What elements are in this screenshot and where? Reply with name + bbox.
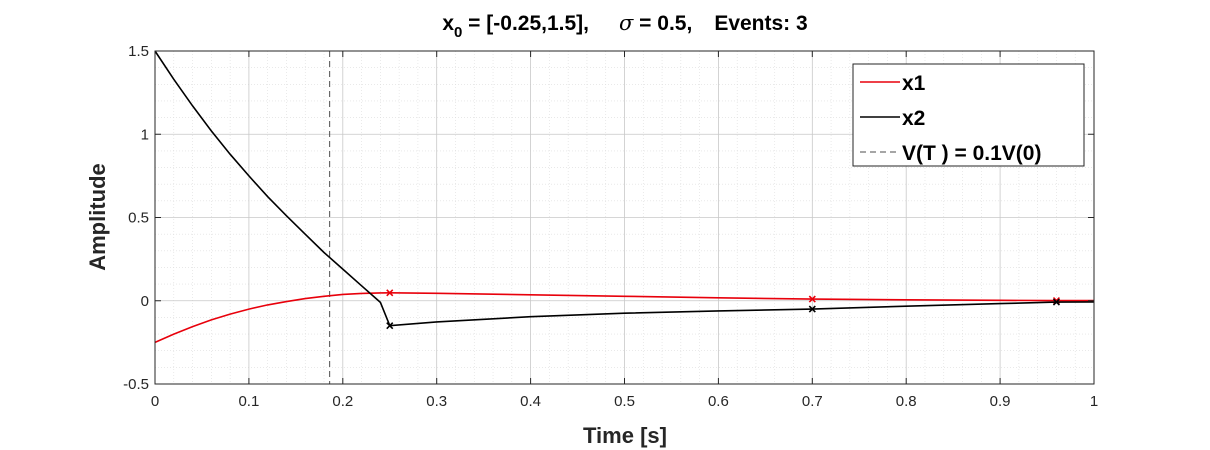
x-axis-label: Time [s] xyxy=(583,423,667,448)
marker-stroke xyxy=(386,289,394,297)
event-marker-x2 xyxy=(386,322,394,330)
marker-stroke xyxy=(808,305,816,313)
axis-ticks xyxy=(154,50,1095,385)
marker-stroke xyxy=(386,322,394,330)
x-tick-label: 0.4 xyxy=(520,393,541,410)
series-layer xyxy=(154,50,1095,384)
x-tick-label: 0.1 xyxy=(238,393,259,410)
chart-title: x0 = [-0.25,1.5], σ = 0.5, Events: 3 xyxy=(442,11,807,41)
event-marker-x1 xyxy=(808,295,816,303)
event-marker-x2 xyxy=(808,305,816,313)
title-sigma-symbol: σ xyxy=(619,11,634,35)
legend-label-x2: x2 xyxy=(902,107,925,130)
title-sigma-value: = 0.5, xyxy=(633,12,692,35)
legend-label-threshold: V(T ) = 0.1V(0) xyxy=(902,142,1041,165)
legend-box xyxy=(852,63,1085,167)
series-line-x1 xyxy=(154,291,1094,344)
x-tick-label: 1 xyxy=(1090,393,1098,410)
x-tick-label: 0.2 xyxy=(332,393,353,410)
y-tick-label: 1 xyxy=(141,126,149,143)
event-marker-x1 xyxy=(386,289,394,297)
x-tick-label: 0.5 xyxy=(614,393,635,410)
y-tick-label: 0.5 xyxy=(128,210,149,227)
tick-labels: 0 0.1 0.2 0.3 0.4 0.5 0.6 0.7 0.8 0.9 1-0.500.511.… xyxy=(123,43,1098,410)
x-tick-label: 0.8 xyxy=(896,393,917,410)
x-tick-label: 0.6 xyxy=(708,393,729,410)
y-axis-label: Amplitude xyxy=(85,163,110,271)
x-tick-label: 0 xyxy=(151,393,159,410)
marker-stroke xyxy=(808,295,816,303)
title-events: Events: 3 xyxy=(714,12,807,35)
y-tick-label: -0.5 xyxy=(123,376,149,393)
series-line-x2 xyxy=(154,50,1095,327)
marker-stroke xyxy=(1052,298,1061,306)
legend-label-x1: x1 xyxy=(902,72,926,95)
legend: x1 x2 V(T ) = 0.1V(0) xyxy=(852,63,1085,167)
minor-grid xyxy=(155,51,1094,384)
event-marker-x2 xyxy=(1052,298,1061,306)
y-tick-label: 1.5 xyxy=(128,43,149,60)
x-tick-label: 0.7 xyxy=(802,393,823,410)
title-x0-value: = [-0.25,1.5], xyxy=(462,12,589,35)
title-x0-subscript: 0 xyxy=(454,24,462,41)
y-tick-label: 0 xyxy=(141,293,149,310)
x-tick-label: 0.9 xyxy=(990,393,1011,410)
title-x0-label: x xyxy=(442,12,454,35)
x-tick-label: 0.3 xyxy=(426,393,447,410)
